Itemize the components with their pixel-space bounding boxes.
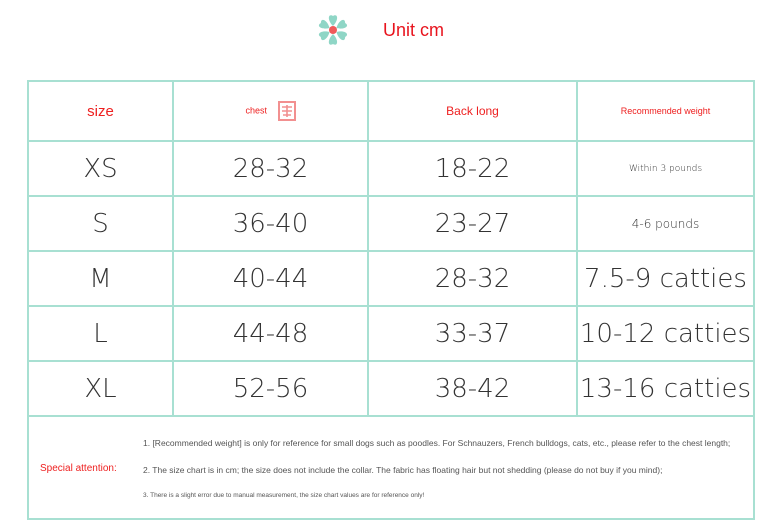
- header-chest: chest: [172, 80, 369, 142]
- cell-chest: 44-48: [172, 305, 369, 362]
- cell-chest: 28-32: [172, 140, 369, 197]
- notes-cell: Special attention: 1. [Recommended weigh…: [27, 415, 755, 520]
- cell-chest: 52-56: [172, 360, 369, 417]
- header-size: size: [27, 80, 174, 142]
- cell-size: S: [27, 195, 174, 252]
- cell-chest: 36-40: [172, 195, 369, 252]
- table-row: L 44-48 33-37 10-12 catties: [27, 305, 755, 362]
- table-header-row: size chest Back long Recommended weight: [27, 80, 755, 142]
- chest-stamp-icon: [277, 101, 296, 121]
- cell-size: XS: [27, 140, 174, 197]
- cell-weight: 7.5-9 catties: [576, 250, 755, 307]
- header-chest-label: chest: [245, 105, 267, 116]
- cell-back-long: 23-27: [367, 195, 578, 252]
- cell-back-long: 38-42: [367, 360, 578, 417]
- header-back-long: Back long: [367, 80, 578, 142]
- cell-size: L: [27, 305, 174, 362]
- flower-icon: [318, 15, 348, 45]
- table-row: XS 28-32 18-22 Within 3 pounds: [27, 140, 755, 197]
- note-2: 2. The size chart is in cm; the size doe…: [143, 465, 663, 475]
- cell-weight: 4-6 pounds: [576, 195, 755, 252]
- cell-back-long: 33-37: [367, 305, 578, 362]
- cell-weight: 13-16 catties: [576, 360, 755, 417]
- cell-weight: Within 3 pounds: [576, 140, 755, 197]
- note-3: 3. There is a slight error due to manual…: [143, 492, 425, 499]
- cell-weight: 10-12 catties: [576, 305, 755, 362]
- page-title: Unit cm: [383, 19, 445, 40]
- cell-back-long: 28-32: [367, 250, 578, 307]
- cell-back-long: 18-22: [367, 140, 578, 197]
- table-row: S 36-40 23-27 4-6 pounds: [27, 195, 755, 252]
- table-row: M 40-44 28-32 7.5-9 catties: [27, 250, 755, 307]
- header-recommended-weight: Recommended weight: [576, 80, 755, 142]
- cell-chest: 40-44: [172, 250, 369, 307]
- notes-row: Special attention: 1. [Recommended weigh…: [27, 415, 755, 520]
- size-chart-table: size chest Back long Recommended weight …: [27, 80, 755, 520]
- cell-size: M: [27, 250, 174, 307]
- cell-size: XL: [27, 360, 174, 417]
- header: Unit cm: [313, 10, 444, 50]
- special-attention-label: Special attention:: [40, 463, 117, 474]
- note-1: 1. [Recommended weight] is only for refe…: [143, 438, 731, 448]
- table-row: XL 52-56 38-42 13-16 catties: [27, 360, 755, 417]
